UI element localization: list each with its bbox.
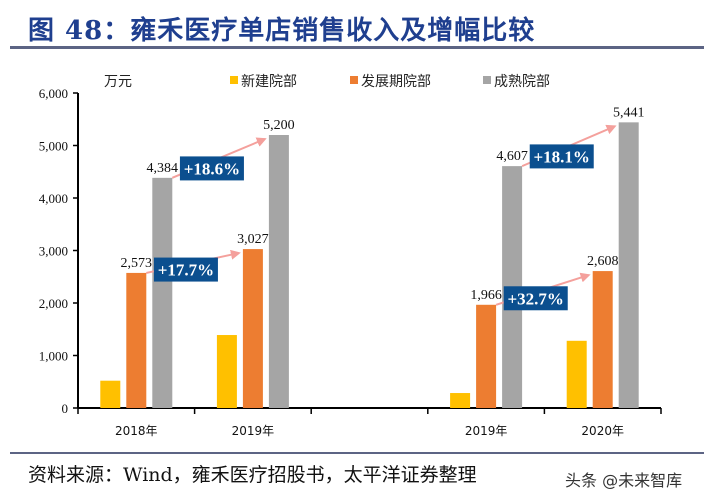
title-divider [10, 46, 704, 49]
data-label: 1,966 [470, 288, 502, 303]
growth-badge [529, 144, 594, 169]
data-label: 5,441 [613, 105, 645, 120]
growth-badge [179, 156, 244, 181]
bar [242, 249, 263, 408]
legend: 新建院部 发展期院部 成熟院部 [230, 74, 550, 90]
y-tick-label: 4,000 [39, 191, 68, 206]
bar [126, 272, 147, 408]
legend-swatch [230, 76, 238, 84]
y-tick-label: 5,000 [39, 139, 68, 154]
growth-badge-text: +18.6% [184, 159, 240, 178]
bar [216, 335, 237, 408]
bar [450, 393, 471, 408]
legend-swatch [350, 76, 358, 84]
data-label: 4,384 [147, 161, 179, 176]
bar [152, 177, 173, 408]
x-tick-label: 2020年 [581, 424, 624, 438]
data-label: 3,027 [237, 232, 269, 247]
y-tick-label: 0 [62, 401, 69, 416]
y-tick-label: 2,000 [39, 296, 68, 311]
y-tick-label: 6,000 [39, 86, 68, 101]
figure-title: 图 48：雍禾医疗单店销售收入及增幅比较 [28, 16, 536, 46]
source-divider [10, 452, 704, 454]
data-label: 2,608 [587, 254, 619, 269]
legend-swatch [483, 76, 491, 84]
bar [618, 122, 639, 408]
growth-badge-text: +18.1% [534, 147, 590, 166]
data-label: 4,607 [496, 149, 528, 164]
bar [100, 380, 121, 408]
source-note: 资料来源：Wind，雍禾医疗招股书，太平洋证券整理 [28, 464, 477, 486]
growth-badge [153, 257, 218, 282]
watermark: 头条 @未来智库 [565, 471, 683, 490]
growth-badge [503, 286, 568, 311]
legend-label: 发展期院部 [361, 74, 431, 90]
growth-badge-text: +17.7% [158, 261, 214, 280]
y-tick-label: 1,000 [39, 349, 68, 364]
x-tick-label: 2019年 [465, 424, 508, 438]
legend-label: 成熟院部 [494, 74, 550, 90]
growth-badge-text: +32.7% [508, 289, 564, 308]
x-tick-label: 2019年 [232, 424, 275, 438]
data-label: 5,200 [263, 118, 295, 133]
bar [476, 304, 497, 408]
bar [566, 340, 587, 408]
data-label: 2,573 [121, 256, 153, 271]
x-tick-label: 2018年 [115, 424, 158, 438]
y-tick-label: 3,000 [39, 244, 68, 259]
bar [268, 135, 289, 408]
legend-label: 新建院部 [241, 74, 297, 90]
bar [592, 271, 613, 408]
y-axis-unit-label: 万元 [104, 74, 132, 90]
